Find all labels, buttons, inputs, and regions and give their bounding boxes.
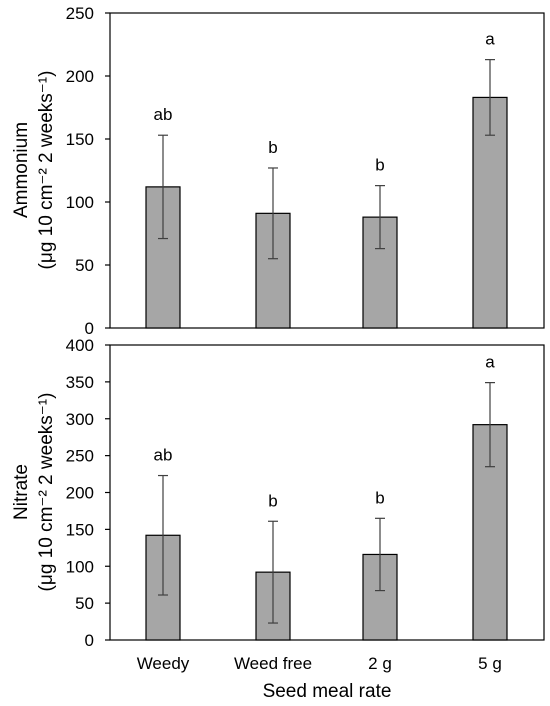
nitrate-significance-labels: ab b b a xyxy=(154,353,496,511)
ammonium-y-tick-label-4: 200 xyxy=(66,67,94,86)
nitrate-significance-label-2: b xyxy=(375,488,384,507)
x-category-label-1: Weed free xyxy=(234,654,312,673)
ammonium-error-bars xyxy=(158,59,495,260)
nitrate-significance-label-3: a xyxy=(485,353,495,372)
ammonium-y-tick-label-0: 0 xyxy=(85,319,94,338)
nitrate-y-tick-label-3: 150 xyxy=(66,520,94,539)
x-category-label-0: Weedy xyxy=(137,654,190,673)
nitrate-y-tick-label-4: 200 xyxy=(66,484,94,503)
ammonium-y-tick-label-5: 250 xyxy=(66,4,94,23)
nitrate-y-tick-label-0: 0 xyxy=(85,631,94,650)
ammonium-y-axis-label-line2: (μg 10 cm⁻² 2 weeks⁻¹) xyxy=(36,71,57,270)
ammonium-y-axis-label-line1: Ammonium xyxy=(11,122,32,218)
nitrate-y-tick-label-7: 350 xyxy=(66,373,94,392)
nitrate-y-tick-label-6: 300 xyxy=(66,410,94,429)
ammonium-significance-label-3: a xyxy=(485,30,495,49)
x-axis-label: Seed meal rate xyxy=(263,681,392,702)
x-category-label-3: 5 g xyxy=(478,654,502,673)
nitrate-y-tick-label-1: 50 xyxy=(75,594,94,613)
nitrate-significance-label-0: ab xyxy=(154,446,173,465)
nitrate-y-tick-label-8: 400 xyxy=(66,336,94,355)
ammonium-significance-label-0: ab xyxy=(154,105,173,124)
x-category-label-2: 2 g xyxy=(368,654,392,673)
nitrate-bars xyxy=(145,424,508,641)
ammonium-y-tick-label-3: 150 xyxy=(66,130,94,149)
nitrate-error-bars xyxy=(158,382,495,624)
ammonium-significance-labels: ab b b a xyxy=(154,30,496,175)
x-axis-category-labels: Weedy Weed free 2 g 5 g xyxy=(137,654,502,673)
ammonium-panel: 0 50 100 150 200 250 ab b b a Ammonium (μg 10 cm… xyxy=(11,4,545,338)
nitrate-y-tick-label-5: 250 xyxy=(66,447,94,466)
ammonium-y-tick-label-2: 100 xyxy=(66,193,94,212)
ammonium-significance-label-2: b xyxy=(375,156,384,175)
ammonium-significance-label-1: b xyxy=(268,138,277,157)
ammonium-plot-frame xyxy=(109,12,545,329)
nitrate-y-tick-label-2: 100 xyxy=(66,557,94,576)
ammonium-y-tick-label-1: 50 xyxy=(75,256,94,275)
ammonium-y-ticks: 0 50 100 150 200 250 xyxy=(66,4,110,338)
ammonium-bars xyxy=(145,96,508,329)
nitrate-y-axis-label-line1: Nitrate xyxy=(11,464,32,520)
nitrate-y-ticks: 0 50 100 150 200 250 300 350 400 xyxy=(66,336,110,650)
nitrate-y-axis-label-line2: (μg 10 cm⁻² 2 weeks⁻¹) xyxy=(36,393,57,592)
nitrate-significance-label-1: b xyxy=(268,491,277,510)
